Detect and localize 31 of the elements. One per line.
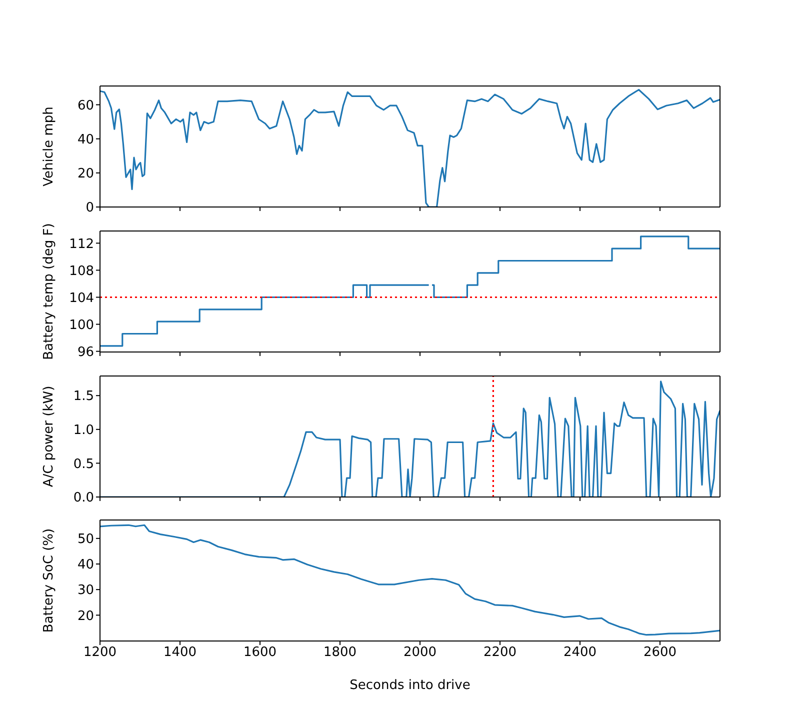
y-axis-title: Battery temp (deg F) bbox=[42, 223, 57, 360]
y-tick-label: 60 bbox=[77, 98, 94, 114]
y-tick-label: 20 bbox=[77, 166, 94, 182]
x-axis-title: Seconds into drive bbox=[350, 678, 470, 693]
y-tick-label: 96 bbox=[77, 344, 94, 360]
y-tick-label: 108 bbox=[69, 264, 94, 279]
y-tick-label: 20 bbox=[77, 608, 94, 624]
y-axis-title: A/C power (kW) bbox=[42, 386, 57, 488]
y-tick-label: 0.5 bbox=[73, 456, 94, 472]
x-tick-label: 1600 bbox=[243, 645, 277, 660]
y-tick-label: 40 bbox=[77, 132, 94, 148]
y-tick-label: 1.0 bbox=[73, 423, 94, 438]
y-tick-label: 30 bbox=[77, 583, 94, 598]
y-tick-label: 50 bbox=[77, 532, 94, 548]
y-axis-title: Vehicle mph bbox=[42, 106, 57, 186]
x-tick-label: 1800 bbox=[323, 645, 357, 660]
x-tick-label: 2000 bbox=[403, 645, 437, 660]
y-axis-title: Battery SoC (%) bbox=[42, 528, 57, 633]
line-series bbox=[100, 524, 720, 636]
x-tick-label: 2600 bbox=[643, 645, 677, 660]
y-tick-label: 0 bbox=[86, 200, 94, 216]
y-tick-label: 104 bbox=[69, 290, 94, 306]
x-tick-label: 1200 bbox=[83, 645, 117, 660]
x-tick-label: 1400 bbox=[163, 645, 197, 660]
x-tick-label: 2200 bbox=[483, 645, 517, 660]
y-tick-label: 1.5 bbox=[73, 389, 94, 404]
y-tick-label: 112 bbox=[69, 236, 94, 252]
y-tick-label: 100 bbox=[69, 318, 94, 333]
x-tick-label: 2400 bbox=[563, 645, 597, 660]
y-tick-label: 40 bbox=[77, 558, 94, 573]
y-tick-label: 0.0 bbox=[73, 490, 94, 506]
